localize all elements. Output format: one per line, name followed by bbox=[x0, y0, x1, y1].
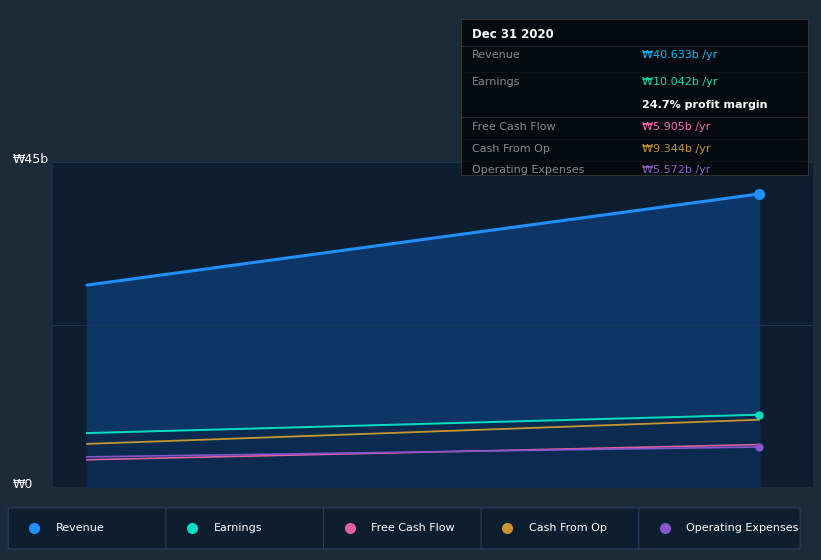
FancyBboxPatch shape bbox=[639, 508, 800, 549]
Text: Dec 31 2020: Dec 31 2020 bbox=[472, 29, 553, 41]
Text: ₩45b: ₩45b bbox=[12, 153, 48, 166]
Text: ₩9.344b /yr: ₩9.344b /yr bbox=[641, 143, 710, 153]
Text: ₩40.633b /yr: ₩40.633b /yr bbox=[641, 50, 717, 60]
Text: Earnings: Earnings bbox=[213, 523, 262, 533]
Text: Operating Expenses: Operating Expenses bbox=[472, 165, 585, 175]
Text: Revenue: Revenue bbox=[472, 50, 521, 60]
Text: ₩5.572b /yr: ₩5.572b /yr bbox=[641, 165, 710, 175]
Text: Cash From Op: Cash From Op bbox=[529, 523, 607, 533]
Text: ₩5.905b /yr: ₩5.905b /yr bbox=[641, 122, 710, 132]
Text: 24.7% profit margin: 24.7% profit margin bbox=[641, 100, 767, 110]
Text: ₩0: ₩0 bbox=[12, 478, 33, 491]
FancyBboxPatch shape bbox=[323, 508, 485, 549]
Text: ₩10.042b /yr: ₩10.042b /yr bbox=[641, 77, 717, 87]
Text: Free Cash Flow: Free Cash Flow bbox=[472, 122, 556, 132]
Text: Revenue: Revenue bbox=[56, 523, 104, 533]
FancyBboxPatch shape bbox=[166, 508, 328, 549]
Text: Cash From Op: Cash From Op bbox=[472, 143, 550, 153]
Text: Earnings: Earnings bbox=[472, 77, 521, 87]
Text: Operating Expenses: Operating Expenses bbox=[686, 523, 799, 533]
FancyBboxPatch shape bbox=[8, 508, 170, 549]
FancyBboxPatch shape bbox=[481, 508, 643, 549]
Text: Free Cash Flow: Free Cash Flow bbox=[371, 523, 455, 533]
